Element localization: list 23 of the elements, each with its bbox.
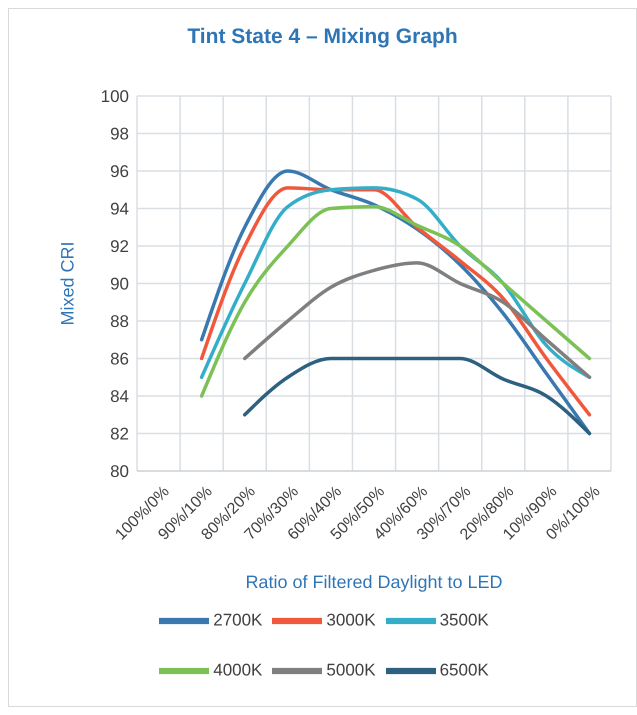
line-series bbox=[242, 356, 592, 436]
legend-label: 4000K bbox=[213, 660, 262, 680]
y-tick-label: 90 bbox=[110, 274, 129, 294]
y-tick-label: 80 bbox=[110, 462, 129, 482]
y-tick-label: 82 bbox=[110, 424, 129, 444]
chart-title: Tint State 4 – Mixing Graph bbox=[186, 24, 459, 50]
line-series bbox=[200, 204, 592, 398]
y-tick-label: 94 bbox=[110, 200, 129, 219]
y-tick-label: 98 bbox=[110, 124, 129, 144]
y-tick-label: 100 bbox=[100, 87, 129, 106]
y-tick-label: 86 bbox=[110, 350, 129, 369]
legend-label: 5000K bbox=[326, 660, 376, 680]
y-tick-label: 96 bbox=[110, 162, 129, 182]
y-axis-title: Mixed CRI bbox=[57, 241, 78, 326]
y-tick-label: 92 bbox=[110, 237, 129, 256]
y-tick-label: 84 bbox=[110, 387, 129, 406]
legend-label: 6500K bbox=[440, 660, 489, 680]
line-series bbox=[242, 261, 592, 379]
x-axis-title: Ratio of Filtered Daylight to LED bbox=[245, 572, 503, 592]
legend-label: 3500K bbox=[440, 610, 489, 630]
legend-label: 2700K bbox=[213, 610, 262, 630]
legend-label: 3000K bbox=[326, 610, 376, 630]
y-tick-label: 88 bbox=[110, 312, 129, 332]
